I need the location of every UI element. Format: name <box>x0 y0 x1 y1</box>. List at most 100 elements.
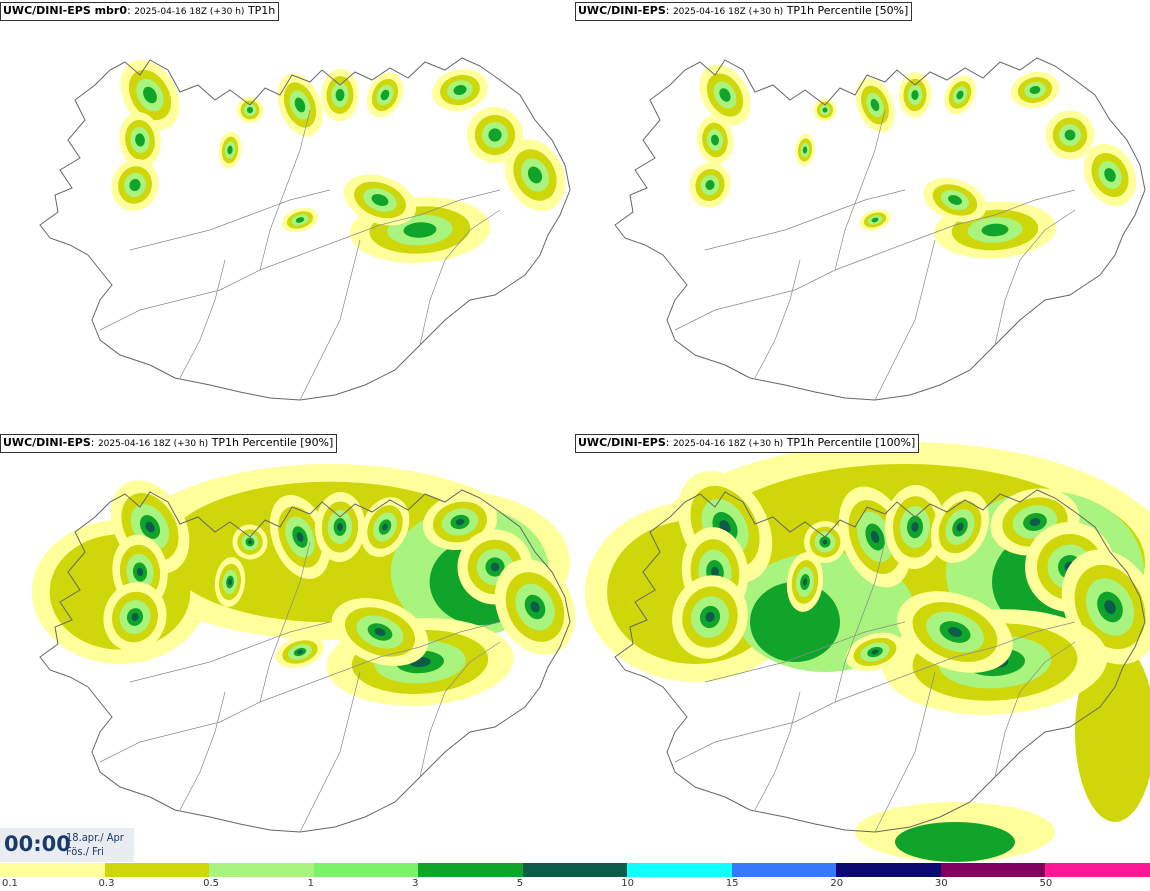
field-name: TP1h Percentile [100%] <box>786 436 916 449</box>
precip-area <box>527 166 543 184</box>
precip-area <box>911 89 919 101</box>
colorbar-label: 15 <box>725 878 739 889</box>
run-time: 2025-04-16 18Z (+30 h) <box>97 439 209 449</box>
precip-area <box>297 649 303 655</box>
precip-area <box>143 86 157 104</box>
model-name: UWC/DINI-EPS mbr0 <box>3 4 127 17</box>
colorbar-labels: 0.1 0.3 0.5 1 3 5 10 15 20 30 50 <box>0 877 1150 891</box>
precip-area <box>227 579 233 585</box>
road-line <box>259 109 311 271</box>
precip-area <box>705 179 715 191</box>
road-line <box>129 189 331 251</box>
precip-area <box>822 107 828 113</box>
precip-map <box>32 464 575 833</box>
precip-area <box>711 566 719 578</box>
precip-area <box>453 85 467 95</box>
precip-colorbar <box>0 863 1150 877</box>
colorbar-segment <box>627 863 732 877</box>
precip-area <box>337 522 343 532</box>
precip-area <box>870 530 880 544</box>
field-name: TP1h <box>247 4 276 17</box>
valid-time-box: 00:00 18.apr./ Apr Fös./ Fri <box>0 828 134 862</box>
precip-area <box>294 97 306 113</box>
colorbar-label: 0.5 <box>203 878 219 889</box>
precip-area <box>948 195 962 205</box>
colorbar-label: 1 <box>307 878 314 889</box>
model-name: UWC/DINI-EPS <box>3 436 91 449</box>
road-line <box>834 541 886 703</box>
coastline <box>39 57 571 401</box>
precip-area <box>871 649 879 655</box>
precip-area <box>1104 168 1116 182</box>
precip-area <box>380 89 390 101</box>
precip-area <box>711 134 719 146</box>
precip-area <box>802 146 808 154</box>
precip-area <box>956 522 964 532</box>
colorbar-segment <box>418 863 523 877</box>
colorbar-segment <box>313 863 419 877</box>
colorbar-segment <box>1045 863 1150 877</box>
precip-area <box>488 128 502 142</box>
precip-area <box>948 627 962 637</box>
colorbar-label: 20 <box>830 878 844 889</box>
colorbar-segment <box>836 863 941 877</box>
precip-area <box>719 88 731 102</box>
road-line <box>129 621 331 683</box>
precip-area <box>247 539 253 545</box>
precip-area <box>895 822 1015 862</box>
road-line <box>179 259 226 379</box>
run-time: 2025-04-16 18Z (+30 h) <box>134 7 245 17</box>
panel-title: UWC/DINI-EPS: 2025-04-16 18Z (+30 h) TP1… <box>0 434 338 453</box>
precip-area <box>1075 642 1150 822</box>
precip-map <box>585 442 1150 862</box>
road-line <box>99 621 501 763</box>
precip-area <box>374 628 386 636</box>
colorbar-label: 50 <box>1039 878 1053 889</box>
road-line <box>834 109 886 271</box>
colorbar-segment <box>104 863 210 877</box>
map-panel-p90: UWC/DINI-EPS: 2025-04-16 18Z (+30 h) TP1… <box>0 432 575 862</box>
map-panel-member0: UWC/DINI-EPS mbr0: 2025-04-16 18Z (+30 h… <box>0 0 575 430</box>
road-line <box>179 691 226 811</box>
road-line <box>259 541 311 703</box>
road-line <box>874 239 936 401</box>
road-line <box>419 209 501 346</box>
date-line: 18.apr./ Apr <box>66 831 124 844</box>
precip-area <box>131 612 139 622</box>
precip-area <box>911 521 919 533</box>
colorbar-label: 10 <box>621 878 634 889</box>
road-line <box>994 641 1076 778</box>
road-line <box>299 239 361 401</box>
precip-area <box>295 217 305 223</box>
coastline <box>614 489 1146 833</box>
precip-area <box>246 106 254 114</box>
precip-area <box>870 98 880 112</box>
road-line <box>704 621 906 683</box>
road-line <box>704 189 906 251</box>
valid-time: 00:00 <box>4 832 71 856</box>
colorbar-label: 5 <box>516 878 524 889</box>
precip-area <box>335 88 345 102</box>
road-line <box>674 189 1076 331</box>
precip-area <box>981 223 1009 237</box>
precip-area <box>135 133 145 147</box>
precip-area <box>750 582 840 662</box>
coastline <box>39 489 571 833</box>
precip-area <box>1064 129 1076 141</box>
map-panel-p100: UWC/DINI-EPS: 2025-04-16 18Z (+30 h) TP1… <box>575 432 1150 862</box>
colorbar-label: 30 <box>934 878 948 889</box>
precip-area <box>227 145 233 155</box>
road-line <box>754 691 801 811</box>
road-line <box>419 641 501 778</box>
road-line <box>674 621 1076 763</box>
panel-title: UWC/DINI-EPS: 2025-04-16 18Z (+30 h) TP1… <box>575 2 913 21</box>
colorbar-segment <box>940 863 1046 877</box>
precip-area <box>136 567 144 577</box>
precip-area <box>455 518 465 526</box>
precip-area <box>129 178 141 192</box>
colorbar-segment <box>522 863 628 877</box>
valid-date: 18.apr./ Apr Fös./ Fri <box>66 831 124 859</box>
precip-area <box>296 532 304 542</box>
precip-area <box>1104 600 1116 614</box>
road-line <box>99 189 501 331</box>
